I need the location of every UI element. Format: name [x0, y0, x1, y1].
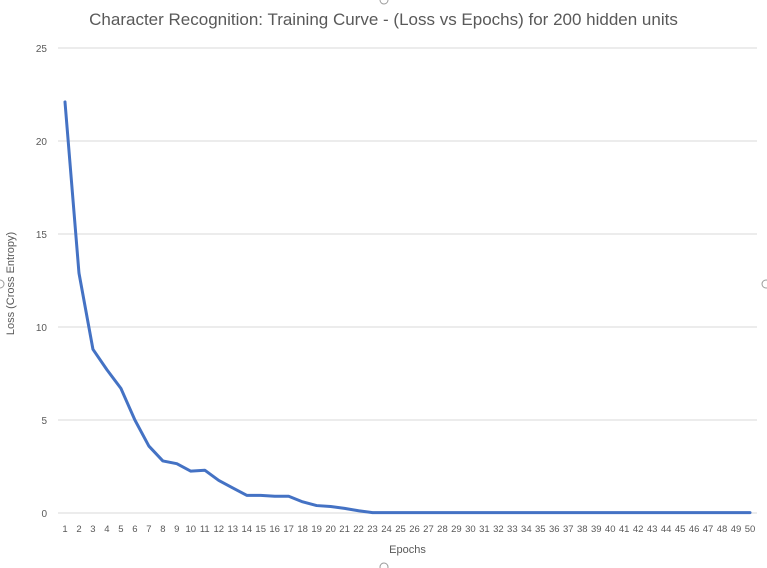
x-tick-label: 47 [703, 524, 714, 535]
x-tick-label: 34 [521, 524, 532, 535]
x-tick-label: 22 [353, 524, 364, 535]
gridlines [58, 47, 757, 514]
x-tick-label: 46 [689, 524, 700, 535]
x-tick-label: 40 [605, 524, 616, 535]
x-tick-label: 13 [227, 524, 238, 535]
x-tick-label: 30 [465, 524, 476, 535]
y-tick-label: 20 [36, 137, 48, 148]
y-tick-label: 25 [36, 44, 48, 55]
x-tick-label: 21 [339, 524, 350, 535]
x-tick-label: 10 [186, 524, 197, 535]
chart-title: Character Recognition: Training Curve - … [89, 10, 678, 29]
x-axis-ticks: 1 2 3 4 5 6 7 8 9 10 11 12 13 14 15 16 17 18 19 20 21 22 23 24 2… [62, 524, 755, 535]
y-axis-ticks: 0 5 10 15 20 25 [36, 44, 48, 520]
y-axis-title: Loss (Cross Entropy) [5, 232, 17, 335]
x-tick-label: 7 [146, 524, 151, 535]
x-tick-label: 45 [675, 524, 686, 535]
x-tick-label: 24 [381, 524, 392, 535]
x-tick-label: 8 [160, 524, 165, 535]
x-tick-label: 16 [269, 524, 280, 535]
x-tick-label: 3 [90, 524, 95, 535]
x-tick-label: 14 [241, 524, 252, 535]
x-tick-label: 27 [423, 524, 434, 535]
x-tick-label: 1 [62, 524, 67, 535]
x-tick-label: 20 [325, 524, 336, 535]
resize-handle[interactable] [379, 562, 389, 568]
x-tick-label: 31 [479, 524, 490, 535]
y-tick-label: 0 [41, 509, 47, 520]
x-tick-label: 4 [104, 524, 109, 535]
x-tick-label: 9 [174, 524, 179, 535]
x-tick-label: 17 [283, 524, 294, 535]
x-tick-label: 37 [563, 524, 574, 535]
y-tick-label: 10 [36, 323, 48, 334]
x-tick-label: 6 [132, 524, 137, 535]
x-tick-label: 33 [507, 524, 518, 535]
x-tick-label: 36 [549, 524, 560, 535]
x-tick-label: 29 [451, 524, 462, 535]
x-tick-label: 15 [255, 524, 266, 535]
x-tick-label: 32 [493, 524, 504, 535]
series-line [63, 100, 752, 515]
series-layer [63, 100, 752, 515]
resize-handle[interactable] [0, 279, 5, 289]
resize-handle[interactable] [379, 0, 389, 5]
x-tick-label: 48 [717, 524, 728, 535]
x-tick-label: 12 [213, 524, 224, 535]
x-tick-label: 49 [731, 524, 742, 535]
x-tick-label: 44 [661, 524, 672, 535]
y-tick-label: 5 [41, 416, 47, 427]
x-tick-label: 2 [76, 524, 81, 535]
x-tick-label: 11 [200, 524, 210, 535]
x-tick-label: 5 [118, 524, 123, 535]
x-tick-label: 41 [619, 524, 630, 535]
x-tick-label: 42 [633, 524, 644, 535]
x-tick-label: 18 [297, 524, 308, 535]
x-tick-label: 25 [395, 524, 406, 535]
x-axis-title: Epochs [389, 544, 426, 556]
x-tick-label: 35 [535, 524, 546, 535]
resize-handle[interactable] [761, 279, 767, 289]
x-tick-label: 19 [311, 524, 322, 535]
x-tick-label: 38 [577, 524, 588, 535]
x-tick-label: 28 [437, 524, 448, 535]
x-tick-label: 23 [367, 524, 378, 535]
y-tick-label: 15 [36, 230, 48, 241]
x-tick-label: 50 [745, 524, 756, 535]
x-tick-label: 43 [647, 524, 658, 535]
x-tick-label: 26 [409, 524, 420, 535]
x-tick-label: 39 [591, 524, 602, 535]
